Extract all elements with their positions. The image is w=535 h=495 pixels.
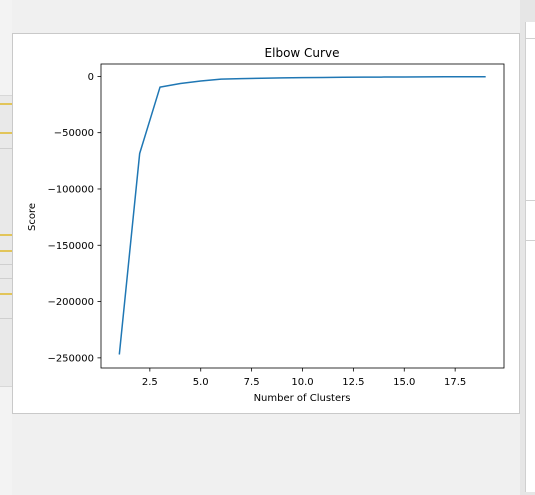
x-tick-label: 17.5 — [444, 377, 466, 388]
y-tick-label: −50000 — [54, 128, 94, 139]
background-divider — [0, 264, 12, 265]
series-group — [118, 75, 486, 355]
y-tick-label: 0 — [88, 72, 94, 83]
x-tick-label: 10.0 — [291, 377, 313, 388]
x-tick-label: 15.0 — [393, 377, 415, 388]
background-divider — [525, 38, 535, 39]
y-tick-label: −150000 — [47, 241, 94, 252]
background-panel-right — [520, 0, 535, 495]
x-tick-label: 2.5 — [142, 377, 158, 388]
output-area — [12, 414, 520, 495]
background-highlight — [0, 234, 12, 236]
x-tick-label: 7.5 — [244, 377, 260, 388]
elbow-chart: Elbow Curve Number of Clusters Score 2.5… — [27, 46, 505, 404]
background-divider — [525, 200, 535, 201]
chart-title: Elbow Curve — [265, 46, 340, 60]
background-divider — [0, 148, 12, 149]
background-divider — [0, 278, 12, 279]
y-tick-label: −100000 — [47, 184, 94, 195]
y-tick-label: −250000 — [47, 353, 94, 364]
background-divider — [525, 240, 535, 241]
background-highlight — [0, 250, 12, 252]
plot-area-frame — [100, 63, 505, 369]
background-highlight — [0, 293, 12, 295]
background-list — [0, 95, 12, 387]
series-line — [118, 75, 486, 355]
x-tick-label: 5.0 — [193, 377, 209, 388]
x-axis-label: Number of Clusters — [254, 393, 351, 404]
background-highlight — [0, 103, 12, 105]
y-tick-label: −200000 — [47, 297, 94, 308]
background-highlight — [0, 132, 12, 134]
background-divider — [0, 318, 12, 319]
scrollbar-track[interactable] — [525, 22, 535, 492]
background-panel-left — [0, 0, 12, 495]
x-tick-label: 12.5 — [342, 377, 364, 388]
plot-figure: Elbow Curve Number of Clusters Score 2.5… — [12, 33, 520, 414]
axis-ticks: 2.5 5.0 7.5 10.0 12.5 15.0 17.5 0 −50000 −100000 −… — [47, 72, 466, 388]
y-axis-label: Score — [27, 203, 38, 231]
